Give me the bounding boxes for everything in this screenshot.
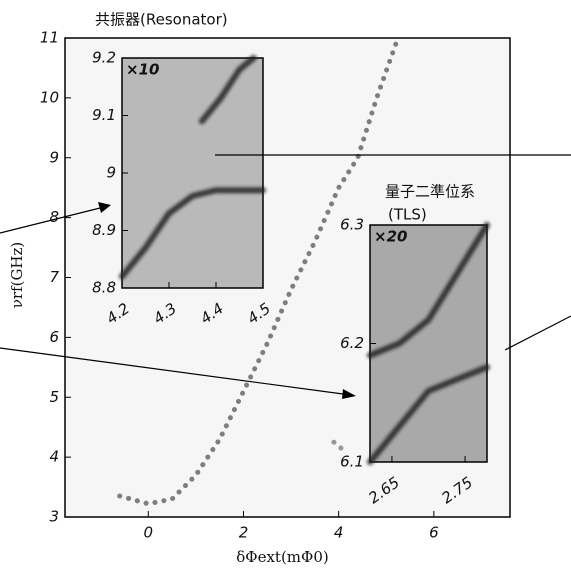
pointer-line: [505, 316, 571, 350]
annotation: (TLS): [388, 206, 427, 224]
y-tick-label: 3: [49, 508, 59, 526]
y-tick-label: 8.9: [92, 221, 116, 239]
inset-label: ×20: [374, 228, 407, 246]
y-tick-label: 5: [49, 388, 59, 406]
y-tick-label: 10: [40, 88, 59, 106]
figure: 3 4 5 6 7 8 9 10 11 0 2 4 6 δΦext(mΦ0) νrf(GHz) 8.8 8.9 9…: [0, 0, 571, 577]
x-tick-label: 4: [334, 524, 344, 542]
y-tick-label: 9: [106, 164, 116, 182]
inset-label: ×10: [126, 61, 159, 79]
plot-area: [370, 225, 487, 462]
annotation: 共振器(Resonator): [95, 11, 228, 29]
x-tick-label: 0: [144, 524, 154, 542]
y-tick-label: 4: [49, 448, 59, 466]
y-tick-label: 7: [49, 268, 59, 286]
y-axis-label: νrf(GHz): [8, 242, 26, 309]
y-tick-label: 6.2: [340, 334, 364, 352]
y-tick-label: 6.3: [340, 216, 364, 234]
annotation: 量子二準位系: [385, 183, 475, 201]
y-tick-label: 6.1: [340, 453, 364, 471]
y-tick-label: 11: [40, 29, 59, 47]
x-tick-label: 6: [429, 524, 439, 542]
y-tick-label: 9.1: [92, 106, 116, 124]
x-axis-label: δΦext(mΦ0): [236, 548, 328, 566]
x-tick-label: 2: [239, 524, 249, 542]
y-tick-label: 9.2: [92, 49, 116, 67]
y-tick-label: 9: [49, 148, 59, 166]
y-tick-label: 8.8: [92, 279, 116, 297]
y-tick-label: 8: [49, 208, 59, 226]
y-tick-label: 6: [49, 328, 59, 346]
